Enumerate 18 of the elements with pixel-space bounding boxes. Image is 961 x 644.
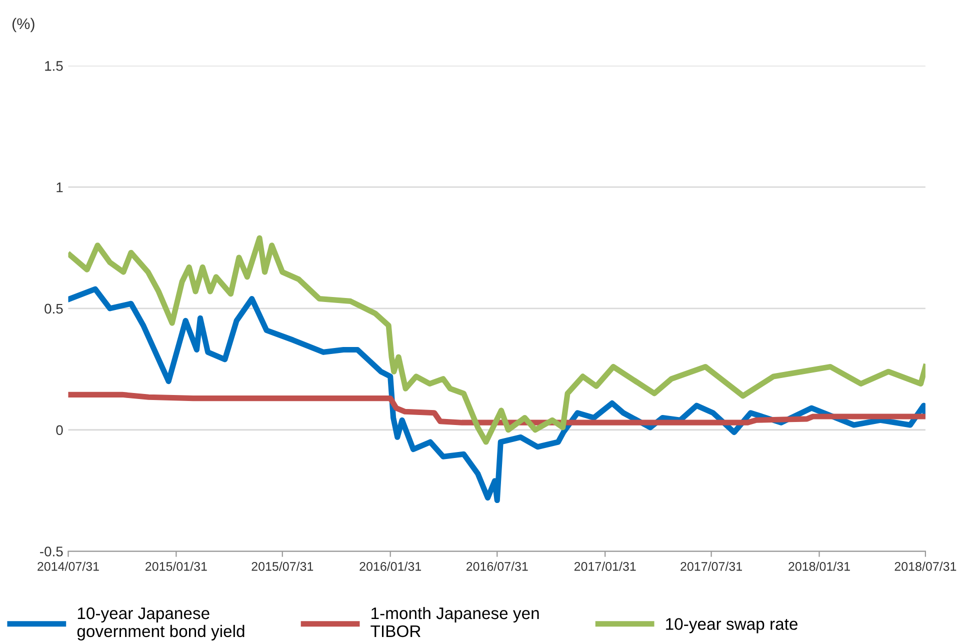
legend-label: 1-month Japanese yen TIBOR	[370, 606, 539, 638]
y-tick-label: 0.5	[44, 304, 63, 314]
x-tick-label: 2016/07/31	[466, 562, 528, 571]
x-tick-label: 2016/01/31	[360, 562, 422, 571]
x-tick-label: 2015/01/31	[146, 562, 207, 571]
legend-label: 10-year swap rate	[666, 618, 798, 634]
x-tick-label: 2017/01/31	[574, 562, 636, 571]
y-tick-label: 1.5	[45, 61, 63, 71]
y-tick-label: -0.5	[40, 546, 63, 556]
x-tick-label: 2014/07/31	[38, 562, 99, 571]
legend-label: 10-year Japanese government bond yield	[77, 607, 244, 640]
y-axis-title: (%)	[12, 18, 34, 32]
x-tick-label: 2017/07/31	[680, 562, 742, 571]
y-tick-label: 0	[56, 425, 63, 436]
x-tick-label: 2018/01/31	[788, 562, 850, 571]
x-tick-label: 2015/07/31	[252, 562, 314, 571]
x-tick-label: 2018/07/31	[894, 562, 956, 571]
y-tick-label: 1	[56, 182, 63, 192]
